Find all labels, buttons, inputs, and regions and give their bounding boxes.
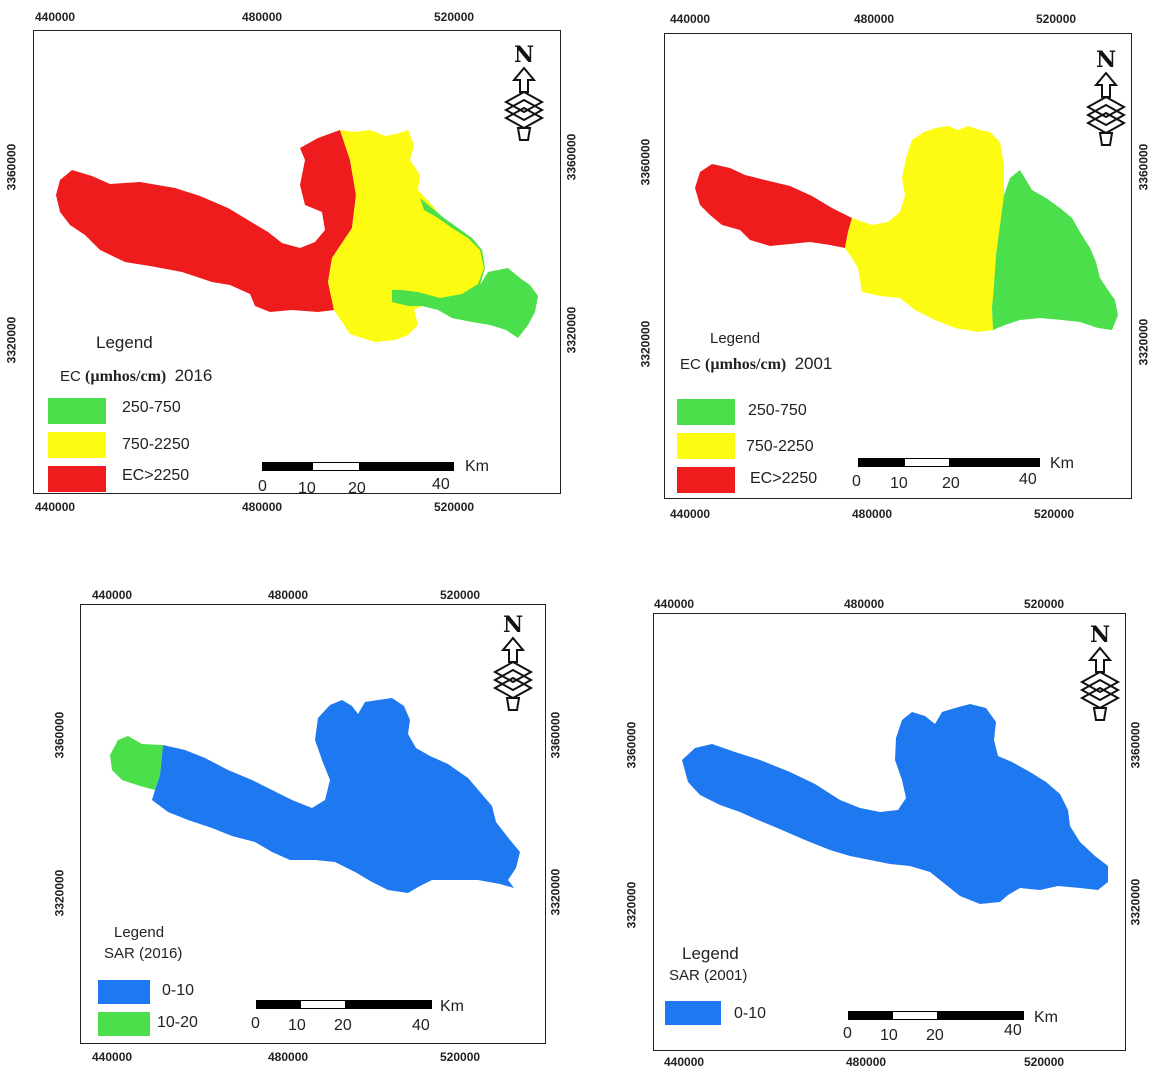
legend-label: 750-2250: [746, 438, 814, 455]
legend-title: Legend: [96, 333, 153, 352]
legend-swatch-green: [48, 398, 106, 424]
legend-label: 250-750: [122, 399, 181, 416]
scale-tick: 40: [1004, 1022, 1022, 1039]
scale-tick: 0: [251, 1015, 260, 1032]
x-tick-bottom: 480000: [268, 1050, 309, 1064]
x-tick-bottom: 440000: [92, 1050, 133, 1064]
scale-bar: [858, 458, 1040, 467]
x-tick-top: 440000: [654, 597, 695, 611]
legend-label: 0-10: [162, 982, 195, 999]
zone-sar-low: [152, 698, 520, 893]
x-tick-top: 440000: [670, 12, 711, 26]
scale-tick: 10: [288, 1017, 306, 1034]
zone-ec-low: [992, 170, 1118, 330]
svg-text:N: N: [1090, 622, 1110, 648]
legend-label: 750-2250: [122, 436, 190, 453]
x-tick-bottom: 520000: [434, 500, 475, 514]
legend-title: Legend: [114, 924, 165, 941]
map-panel-ec-2001: 440000 480000 520000 3360000 3320000 336…: [0, 0, 1166, 521]
scale-tick: 20: [334, 1017, 352, 1034]
x-tick-bottom: 480000: [242, 500, 283, 514]
scale-bar: [848, 1011, 1024, 1020]
legend-label: 0-10: [734, 1005, 767, 1022]
x-tick-bottom: 520000: [1034, 507, 1075, 521]
scale-tick: 0: [852, 473, 861, 490]
scale-bar: [262, 462, 454, 471]
zone-ec-mid: [328, 130, 485, 342]
svg-text:N: N: [503, 612, 523, 638]
scale-bar: [256, 1000, 432, 1009]
north-arrow-icon: N: [1085, 47, 1127, 146]
legend-label: 250-750: [748, 402, 807, 419]
zone-ec-mid: [845, 126, 1004, 332]
legend-label: EC>2250: [122, 467, 190, 484]
scale-tick: 40: [1019, 471, 1037, 488]
map-panel-sar-2016: 440000 480000 520000 3360000 3320000 336…: [0, 0, 580, 1070]
legend-swatch-yellow: [677, 433, 735, 459]
x-tick-bottom: 480000: [852, 507, 893, 521]
legend-swatch-blue: [665, 1001, 721, 1025]
zone-ec-high: [695, 164, 852, 248]
legend-subtitle: EC (µmhos/cm) 2016: [60, 366, 213, 385]
legend-swatch-green: [98, 1012, 150, 1036]
x-tick-bottom: 480000: [846, 1055, 887, 1069]
scale-tick: 0: [843, 1025, 852, 1042]
x-tick-top: 520000: [440, 588, 481, 602]
scale-tick: 40: [412, 1017, 430, 1034]
north-arrow-icon: N: [492, 612, 534, 711]
scale-tick: 10: [890, 475, 908, 492]
legend-swatch-yellow: [48, 432, 106, 458]
scale-unit: Km: [440, 998, 464, 1015]
scale-tick: 10: [880, 1027, 898, 1044]
legend-subtitle: SAR (2016): [104, 945, 183, 962]
legend-swatch-blue: [98, 980, 150, 1004]
x-tick-bottom: 440000: [35, 500, 76, 514]
x-tick-top: 440000: [35, 10, 76, 24]
legend-swatch-red: [48, 466, 106, 492]
zone-ec-low: [392, 198, 538, 338]
legend-subtitle: SAR (2001): [669, 967, 748, 984]
legend-swatch-green: [677, 399, 735, 425]
x-tick-bottom: 440000: [664, 1055, 705, 1069]
legend-subtitle: EC (µmhos/cm) 2001: [680, 354, 833, 373]
scale-tick: 0: [258, 478, 267, 495]
legend-label: EC>2250: [750, 470, 818, 487]
x-tick-bottom: 440000: [670, 507, 711, 521]
x-tick-top: 480000: [242, 10, 283, 24]
scale-tick: 10: [298, 480, 316, 497]
north-arrow-icon: N: [503, 42, 545, 141]
north-arrow-icon: N: [1079, 622, 1121, 721]
ec-2001-map: [695, 126, 1118, 332]
legend-title: Legend: [710, 330, 761, 347]
legend-title: Legend: [682, 944, 739, 963]
x-tick-top: 520000: [1036, 12, 1077, 26]
x-tick-bottom: 520000: [1024, 1055, 1065, 1069]
x-tick-top: 520000: [434, 10, 475, 24]
scale-tick: 40: [432, 476, 450, 493]
svg-text:N: N: [514, 42, 534, 68]
scale-tick: 20: [348, 480, 366, 497]
legend-swatch-red: [677, 467, 735, 493]
map-panel-ec-2016: 440000 480000 520000 3360000 3320000 336…: [0, 0, 580, 520]
scale-tick: 20: [942, 475, 960, 492]
x-tick-top: 520000: [1024, 597, 1065, 611]
legend-label: 10-20: [157, 1014, 198, 1031]
x-tick-bottom: 520000: [440, 1050, 481, 1064]
x-tick-top: 480000: [854, 12, 895, 26]
scale-tick: 20: [926, 1027, 944, 1044]
zone-sar-mid: [110, 736, 163, 790]
ec-2016-map: [56, 130, 538, 342]
svg-text:N: N: [1096, 47, 1116, 73]
scale-unit: Km: [1050, 455, 1074, 472]
zone-sar-low: [682, 704, 1108, 904]
zone-ec-high: [56, 130, 356, 312]
scale-unit: Km: [465, 458, 489, 475]
x-tick-top: 480000: [268, 588, 309, 602]
x-tick-top: 480000: [844, 597, 885, 611]
x-tick-top: 440000: [92, 588, 133, 602]
scale-unit: Km: [1034, 1009, 1058, 1026]
sar-2016-map: [110, 698, 520, 893]
